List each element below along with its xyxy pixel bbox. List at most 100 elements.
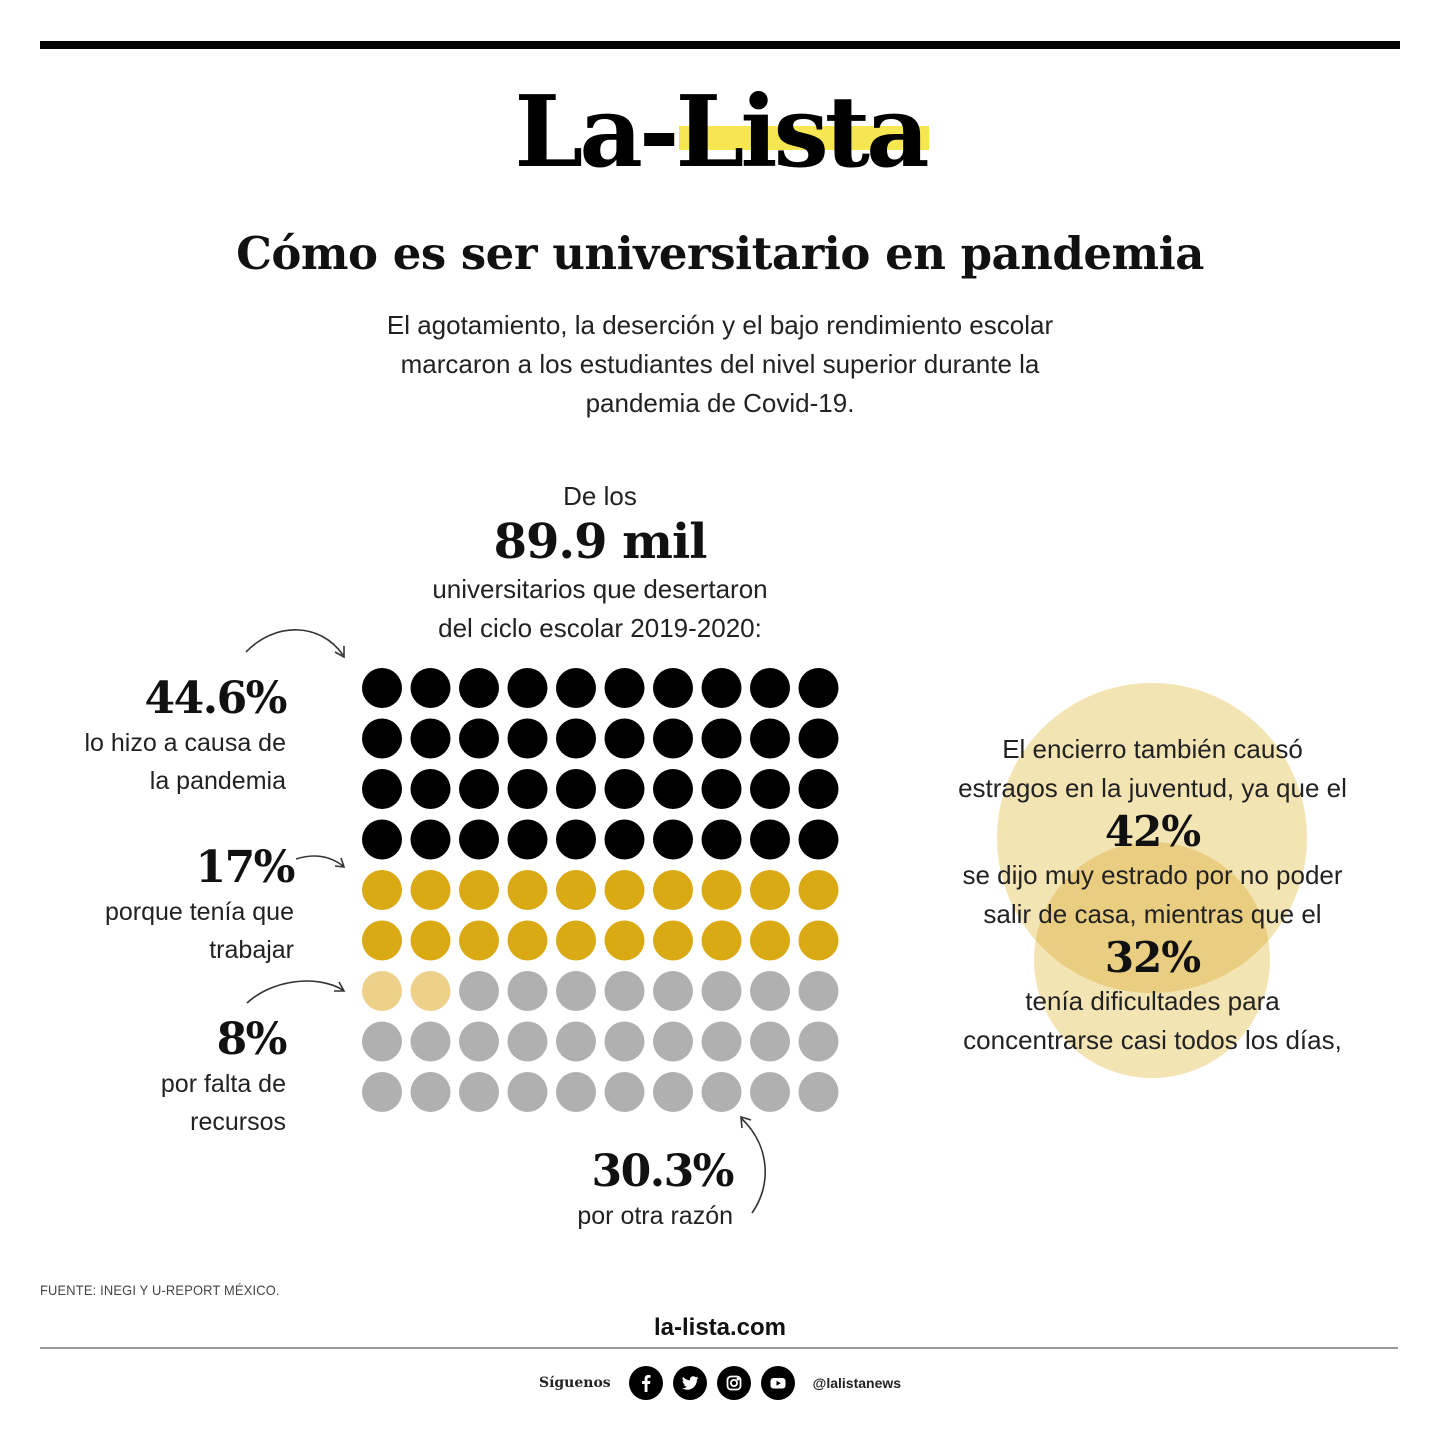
waffle-dot <box>410 870 451 910</box>
instagram-icon[interactable] <box>716 1366 751 1400</box>
waffle-dot <box>556 920 596 961</box>
waffle-dot <box>798 819 839 860</box>
waffle-dot <box>459 668 499 708</box>
subtitle-line: marcaron a los estudiantes del nivel sup… <box>400 349 1040 379</box>
site-link[interactable]: la-lista.com <box>653 1314 787 1341</box>
waffle-dot <box>410 971 451 1011</box>
waffle-dot <box>604 971 645 1011</box>
label-trabajar: 17% porque tenía que trabajar <box>20 843 296 969</box>
waffle-dot <box>604 718 645 759</box>
waffle-chart <box>362 668 839 1112</box>
waffle-dot <box>604 920 645 961</box>
waffle-dot <box>459 870 499 910</box>
waffle-dot <box>556 870 596 910</box>
youtube-icon[interactable] <box>760 1366 795 1400</box>
venn-circles <box>997 683 1307 1078</box>
waffle-dot <box>653 971 693 1011</box>
waffle-dot <box>362 920 402 961</box>
waffle-dot <box>798 718 839 759</box>
waffle-dot <box>701 668 742 708</box>
waffle-dot <box>362 769 402 809</box>
waffle-dot <box>362 819 402 860</box>
arrow-recursos <box>246 980 346 1004</box>
waffle-dot <box>798 1021 839 1062</box>
page-title: Cómo es ser universitario en pandemia <box>236 227 1204 280</box>
waffle-dot <box>701 769 742 809</box>
label-otra-percent: 30.3% <box>591 1146 735 1197</box>
label-pandemia-desc: la pandemia <box>149 767 286 795</box>
waffle-dot <box>750 718 790 759</box>
waffle-dot <box>556 819 596 860</box>
waffle-dot <box>653 1021 693 1062</box>
label-trabajar-desc: trabajar <box>209 936 294 964</box>
waffle-dot <box>798 971 839 1011</box>
waffle-dot <box>701 819 742 860</box>
waffle-dot <box>604 1072 645 1112</box>
waffle-dot <box>507 819 548 860</box>
waffle-dot <box>507 1072 548 1112</box>
waffle-dot <box>701 870 742 910</box>
waffle-dot <box>459 920 499 961</box>
waffle-dot <box>459 971 499 1011</box>
venn-text: El encierro también causó estragos en la… <box>905 730 1400 1060</box>
waffle-dot <box>798 668 839 708</box>
social-handle[interactable]: @lalistanews <box>812 1375 902 1391</box>
intro-line: del ciclo escolar 2019-2020: <box>438 613 762 643</box>
waffle-dot <box>798 1072 839 1112</box>
intro-total: 89.9 mil <box>493 514 708 570</box>
label-pandemia-desc: lo hizo a causa de <box>84 729 286 757</box>
waffle-dot <box>653 718 693 759</box>
logo: La-Lista <box>0 78 1440 188</box>
waffle-dot <box>362 1072 402 1112</box>
twitter-icon[interactable] <box>672 1366 707 1400</box>
venn-line: salir de casa, mientras que el <box>983 899 1322 929</box>
waffle-dot <box>604 819 645 860</box>
waffle-dot <box>701 718 742 759</box>
label-trabajar-desc: porque tenía que <box>104 898 294 926</box>
venn-line: tenía dificultades para <box>1025 986 1280 1016</box>
venn-percent-42: 42% <box>1104 807 1201 856</box>
waffle-dot <box>362 718 402 759</box>
waffle-dot <box>653 668 693 708</box>
waffle-dot <box>750 1021 790 1062</box>
waffle-dot <box>701 920 742 961</box>
waffle-dot <box>750 870 790 910</box>
venn-overlap <box>1034 842 1270 993</box>
facebook-icon[interactable] <box>628 1366 663 1400</box>
waffle-dot <box>507 870 548 910</box>
waffle-dot <box>701 1021 742 1062</box>
waffle-dot <box>798 769 839 809</box>
waffle-dot <box>556 718 596 759</box>
waffle-dot <box>556 1021 596 1062</box>
waffle-dot <box>750 819 790 860</box>
waffle-dot <box>410 718 451 759</box>
label-otra-desc: por otra razón <box>577 1202 733 1230</box>
waffle-dot <box>507 718 548 759</box>
waffle-dot <box>507 668 548 708</box>
waffle-dot <box>362 971 402 1011</box>
bottom-rule <box>40 1347 1398 1349</box>
waffle-dot <box>362 1021 402 1062</box>
waffle-dot <box>750 668 790 708</box>
subtitle-line: pandemia de Covid-19. <box>585 388 855 418</box>
venn-line: concentrarse casi todos los días, <box>963 1025 1342 1055</box>
venn-line: se dijo muy estrado por no poder <box>962 860 1343 890</box>
waffle-dot <box>701 1072 742 1112</box>
venn-line: El encierro también causó <box>1002 734 1303 764</box>
venn-percent-32: 32% <box>1104 933 1201 982</box>
waffle-dot <box>410 1072 451 1112</box>
waffle-dot <box>750 1072 790 1112</box>
waffle-dot <box>750 971 790 1011</box>
waffle-dot <box>604 668 645 708</box>
social-bar: Síguenos @lalistanews <box>0 1366 1440 1400</box>
waffle-dot <box>507 1021 548 1062</box>
waffle-dot <box>410 819 451 860</box>
label-recursos-percent: 8% <box>216 1014 288 1065</box>
waffle-dot <box>507 769 548 809</box>
intro-block: De los 89.9 mil universitarios que deser… <box>340 478 860 648</box>
waffle-dot <box>798 920 839 961</box>
label-pandemia: 44.6% lo hizo a causa de la pandemia <box>20 673 288 800</box>
waffle-dot <box>604 769 645 809</box>
intro-lead: De los <box>563 481 637 511</box>
label-pandemia-percent: 44.6% <box>144 673 288 724</box>
